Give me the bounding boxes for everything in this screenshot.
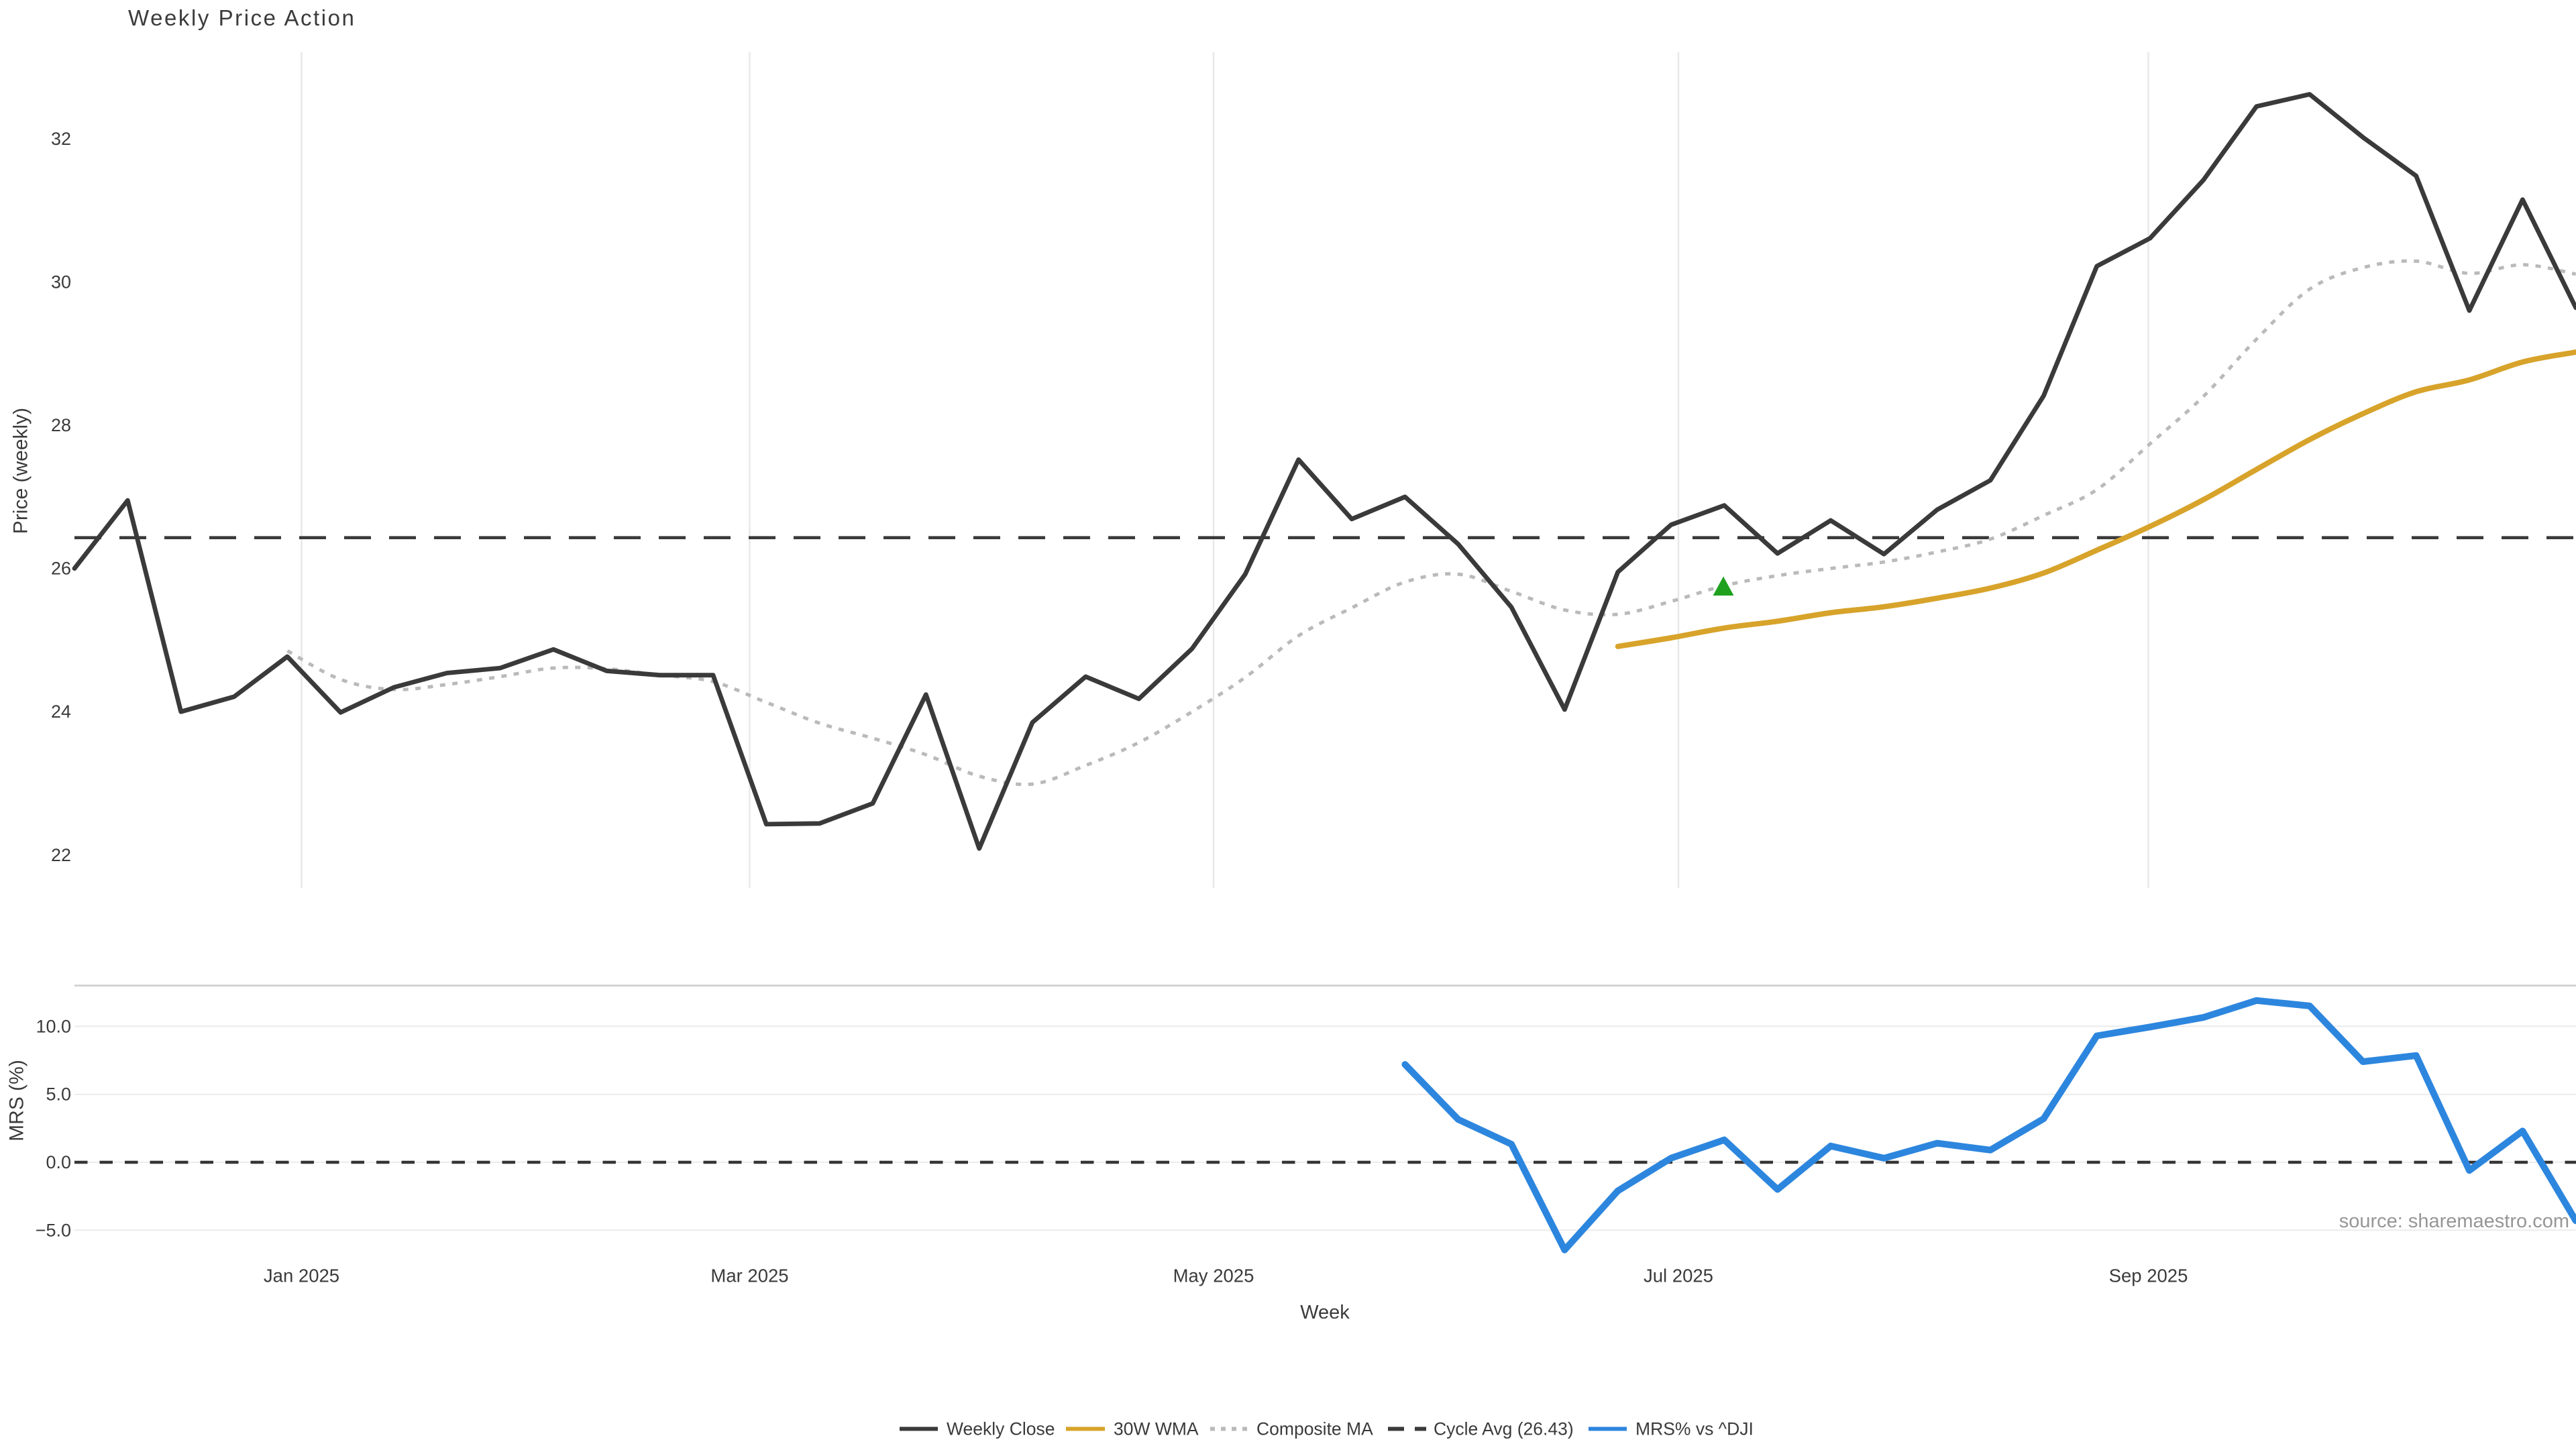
svg-text:−5.0: −5.0 xyxy=(36,1220,71,1240)
svg-text:Week: Week xyxy=(1300,1302,1350,1323)
svg-text:source: sharemaestro.com: source: sharemaestro.com xyxy=(2339,1211,2569,1232)
svg-text:Mar 2025: Mar 2025 xyxy=(710,1266,788,1286)
svg-text:May 2025: May 2025 xyxy=(1173,1266,1254,1286)
svg-text:Jul 2025: Jul 2025 xyxy=(1644,1266,1713,1286)
svg-text:Weekly Price Action: Weekly Price Action xyxy=(128,5,356,30)
svg-text:22: 22 xyxy=(51,845,71,865)
svg-text:28: 28 xyxy=(51,415,71,435)
svg-text:MRS (%): MRS (%) xyxy=(6,1060,28,1141)
svg-text:Sep 2025: Sep 2025 xyxy=(2109,1266,2188,1286)
svg-text:0.0: 0.0 xyxy=(46,1152,71,1172)
svg-text:5.0: 5.0 xyxy=(46,1084,71,1105)
svg-text:Composite MA: Composite MA xyxy=(1256,1419,1373,1439)
svg-text:Price (weekly): Price (weekly) xyxy=(10,408,32,534)
svg-text:24: 24 xyxy=(51,702,71,722)
svg-text:Cycle Avg (26.43): Cycle Avg (26.43) xyxy=(1434,1419,1574,1439)
svg-text:30W WMA: 30W WMA xyxy=(1114,1419,1199,1439)
svg-text:Jan 2025: Jan 2025 xyxy=(264,1266,339,1286)
svg-text:MRS% vs ^DJI: MRS% vs ^DJI xyxy=(1635,1419,1754,1439)
svg-text:Weekly Close: Weekly Close xyxy=(947,1419,1055,1439)
svg-text:10.0: 10.0 xyxy=(36,1016,71,1036)
svg-text:32: 32 xyxy=(51,129,71,149)
svg-text:26: 26 xyxy=(51,559,71,579)
svg-text:30: 30 xyxy=(51,272,71,292)
